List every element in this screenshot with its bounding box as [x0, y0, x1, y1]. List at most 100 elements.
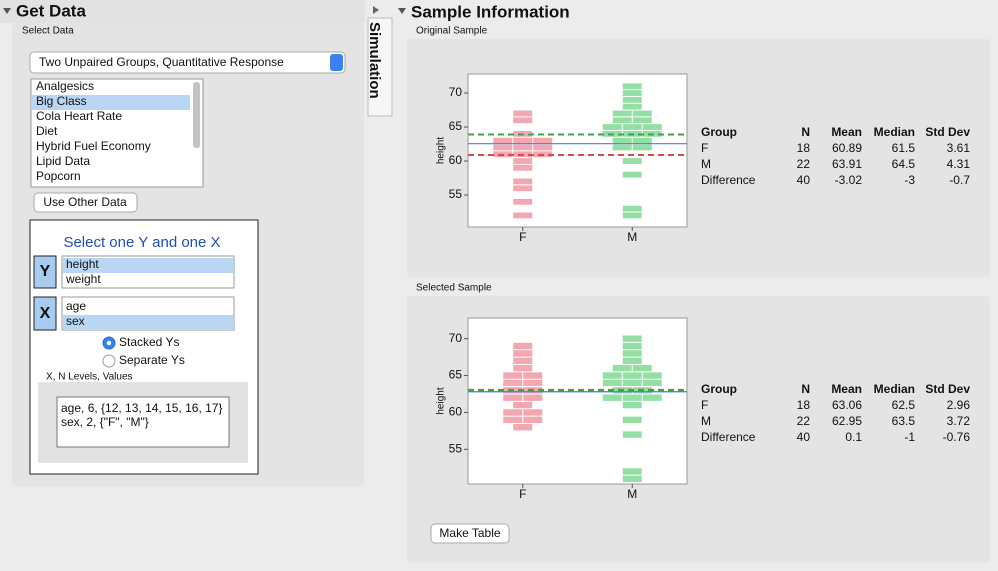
- data-point: [513, 364, 533, 372]
- radio-label[interactable]: Stacked Ys: [119, 335, 179, 349]
- data-point: [622, 335, 642, 342]
- column-item[interactable]: height: [66, 257, 99, 271]
- list-item[interactable]: Popcorn: [36, 169, 81, 183]
- y-tick-label: 55: [449, 441, 463, 455]
- data-point: [533, 144, 553, 151]
- data-point: [622, 171, 642, 178]
- dropdown[interactable]: [29, 51, 346, 74]
- column-item[interactable]: sex: [66, 314, 85, 328]
- levels-title: X, N Levels, Values: [46, 372, 133, 383]
- table-header: Median: [874, 125, 915, 139]
- button[interactable]: [430, 523, 510, 544]
- data-point: [602, 372, 622, 379]
- levels-line: sex, 2, {"F", "M"}: [61, 415, 149, 429]
- y-tick-label: 60: [449, 153, 463, 167]
- data-point: [503, 379, 523, 387]
- scrollbar[interactable]: [193, 82, 200, 148]
- data-point: [622, 379, 642, 387]
- data-point: [513, 117, 533, 124]
- data-point: [513, 110, 533, 117]
- list-item[interactable]: Big Class: [36, 94, 87, 108]
- data-point: [622, 342, 642, 350]
- table-cell: M: [701, 414, 711, 428]
- table-cell: 22: [797, 414, 811, 428]
- data-point: [632, 364, 652, 372]
- table-cell: 18: [797, 141, 811, 155]
- panel-title: Sample Information: [411, 2, 570, 21]
- list-item[interactable]: Cola Heart Rate: [36, 109, 122, 123]
- plot-frame: [467, 317, 688, 485]
- radio[interactable]: [102, 354, 116, 368]
- button[interactable]: [33, 192, 138, 213]
- data-point: [622, 357, 642, 364]
- column-item[interactable]: age: [66, 299, 86, 313]
- data-point: [642, 379, 662, 387]
- column-item[interactable]: weight: [65, 272, 101, 286]
- table-cell: -3: [904, 173, 915, 187]
- data-point: [503, 409, 523, 416]
- button-label: Use Other Data: [43, 195, 127, 209]
- data-point: [622, 394, 642, 401]
- data-point: [632, 117, 652, 124]
- data-point: [493, 144, 513, 151]
- list-item[interactable]: Analgesics: [36, 79, 94, 93]
- tab-label: Simulation: [366, 22, 383, 99]
- x-tick-label: M: [627, 487, 637, 501]
- role-title: Select one Y and one X: [63, 234, 220, 251]
- disclosure[interactable]: [398, 8, 406, 14]
- data-point: [622, 96, 642, 103]
- table-cell: 22: [797, 157, 811, 171]
- data-point: [513, 198, 533, 205]
- tab[interactable]: [367, 17, 393, 117]
- data-point: [523, 409, 543, 416]
- y-tick-label: 65: [449, 368, 463, 382]
- data-point: [632, 144, 652, 151]
- table-header: Mean: [831, 125, 862, 139]
- y-axis-label: height: [436, 137, 447, 164]
- data-point: [602, 394, 622, 401]
- data-point: [622, 475, 642, 483]
- table-cell: 62.5: [892, 398, 916, 412]
- table-header: Group: [701, 382, 737, 396]
- data-point: [523, 394, 543, 401]
- table-header: Std Dev: [925, 125, 970, 139]
- data-point: [513, 137, 533, 144]
- table-header: Mean: [831, 382, 862, 396]
- data-point: [493, 137, 513, 144]
- disclosure[interactable]: [373, 6, 379, 14]
- table-cell: 61.5: [892, 141, 916, 155]
- y-tick-label: 70: [449, 85, 463, 99]
- table-cell: F: [701, 141, 708, 155]
- list-item[interactable]: Lipid Data: [36, 154, 90, 168]
- levels-line: age, 6, {12, 13, 14, 15, 16, 17}: [61, 401, 222, 415]
- selection: [32, 95, 190, 110]
- radio-label[interactable]: Separate Ys: [119, 353, 185, 367]
- data-point: [513, 342, 533, 350]
- table-header: Median: [874, 382, 915, 396]
- data-point: [602, 124, 622, 130]
- data-point: [503, 394, 523, 401]
- table-cell: M: [701, 157, 711, 171]
- y-tick-label: 70: [449, 331, 463, 345]
- dropdown-arrow[interactable]: [330, 54, 343, 71]
- table-header: Group: [701, 125, 737, 139]
- list-item[interactable]: Hybrid Fuel Economy: [36, 139, 151, 153]
- disclosure[interactable]: [3, 8, 11, 14]
- list-item[interactable]: Diet: [36, 124, 58, 138]
- data-point: [622, 350, 642, 357]
- table-cell: -0.7: [949, 173, 970, 187]
- data-point: [513, 357, 533, 364]
- data-point: [622, 401, 642, 409]
- selection: [63, 315, 233, 330]
- data-point: [523, 379, 543, 387]
- data-point: [622, 124, 642, 130]
- data-point: [642, 372, 662, 379]
- data-point: [622, 90, 642, 96]
- dropdown-value: Two Unpaired Groups, Quantitative Respon…: [39, 55, 284, 69]
- data-point: [612, 137, 632, 144]
- data-point: [513, 350, 533, 357]
- data-point: [622, 372, 642, 379]
- radio-dot: [106, 340, 112, 346]
- data-point: [622, 83, 642, 90]
